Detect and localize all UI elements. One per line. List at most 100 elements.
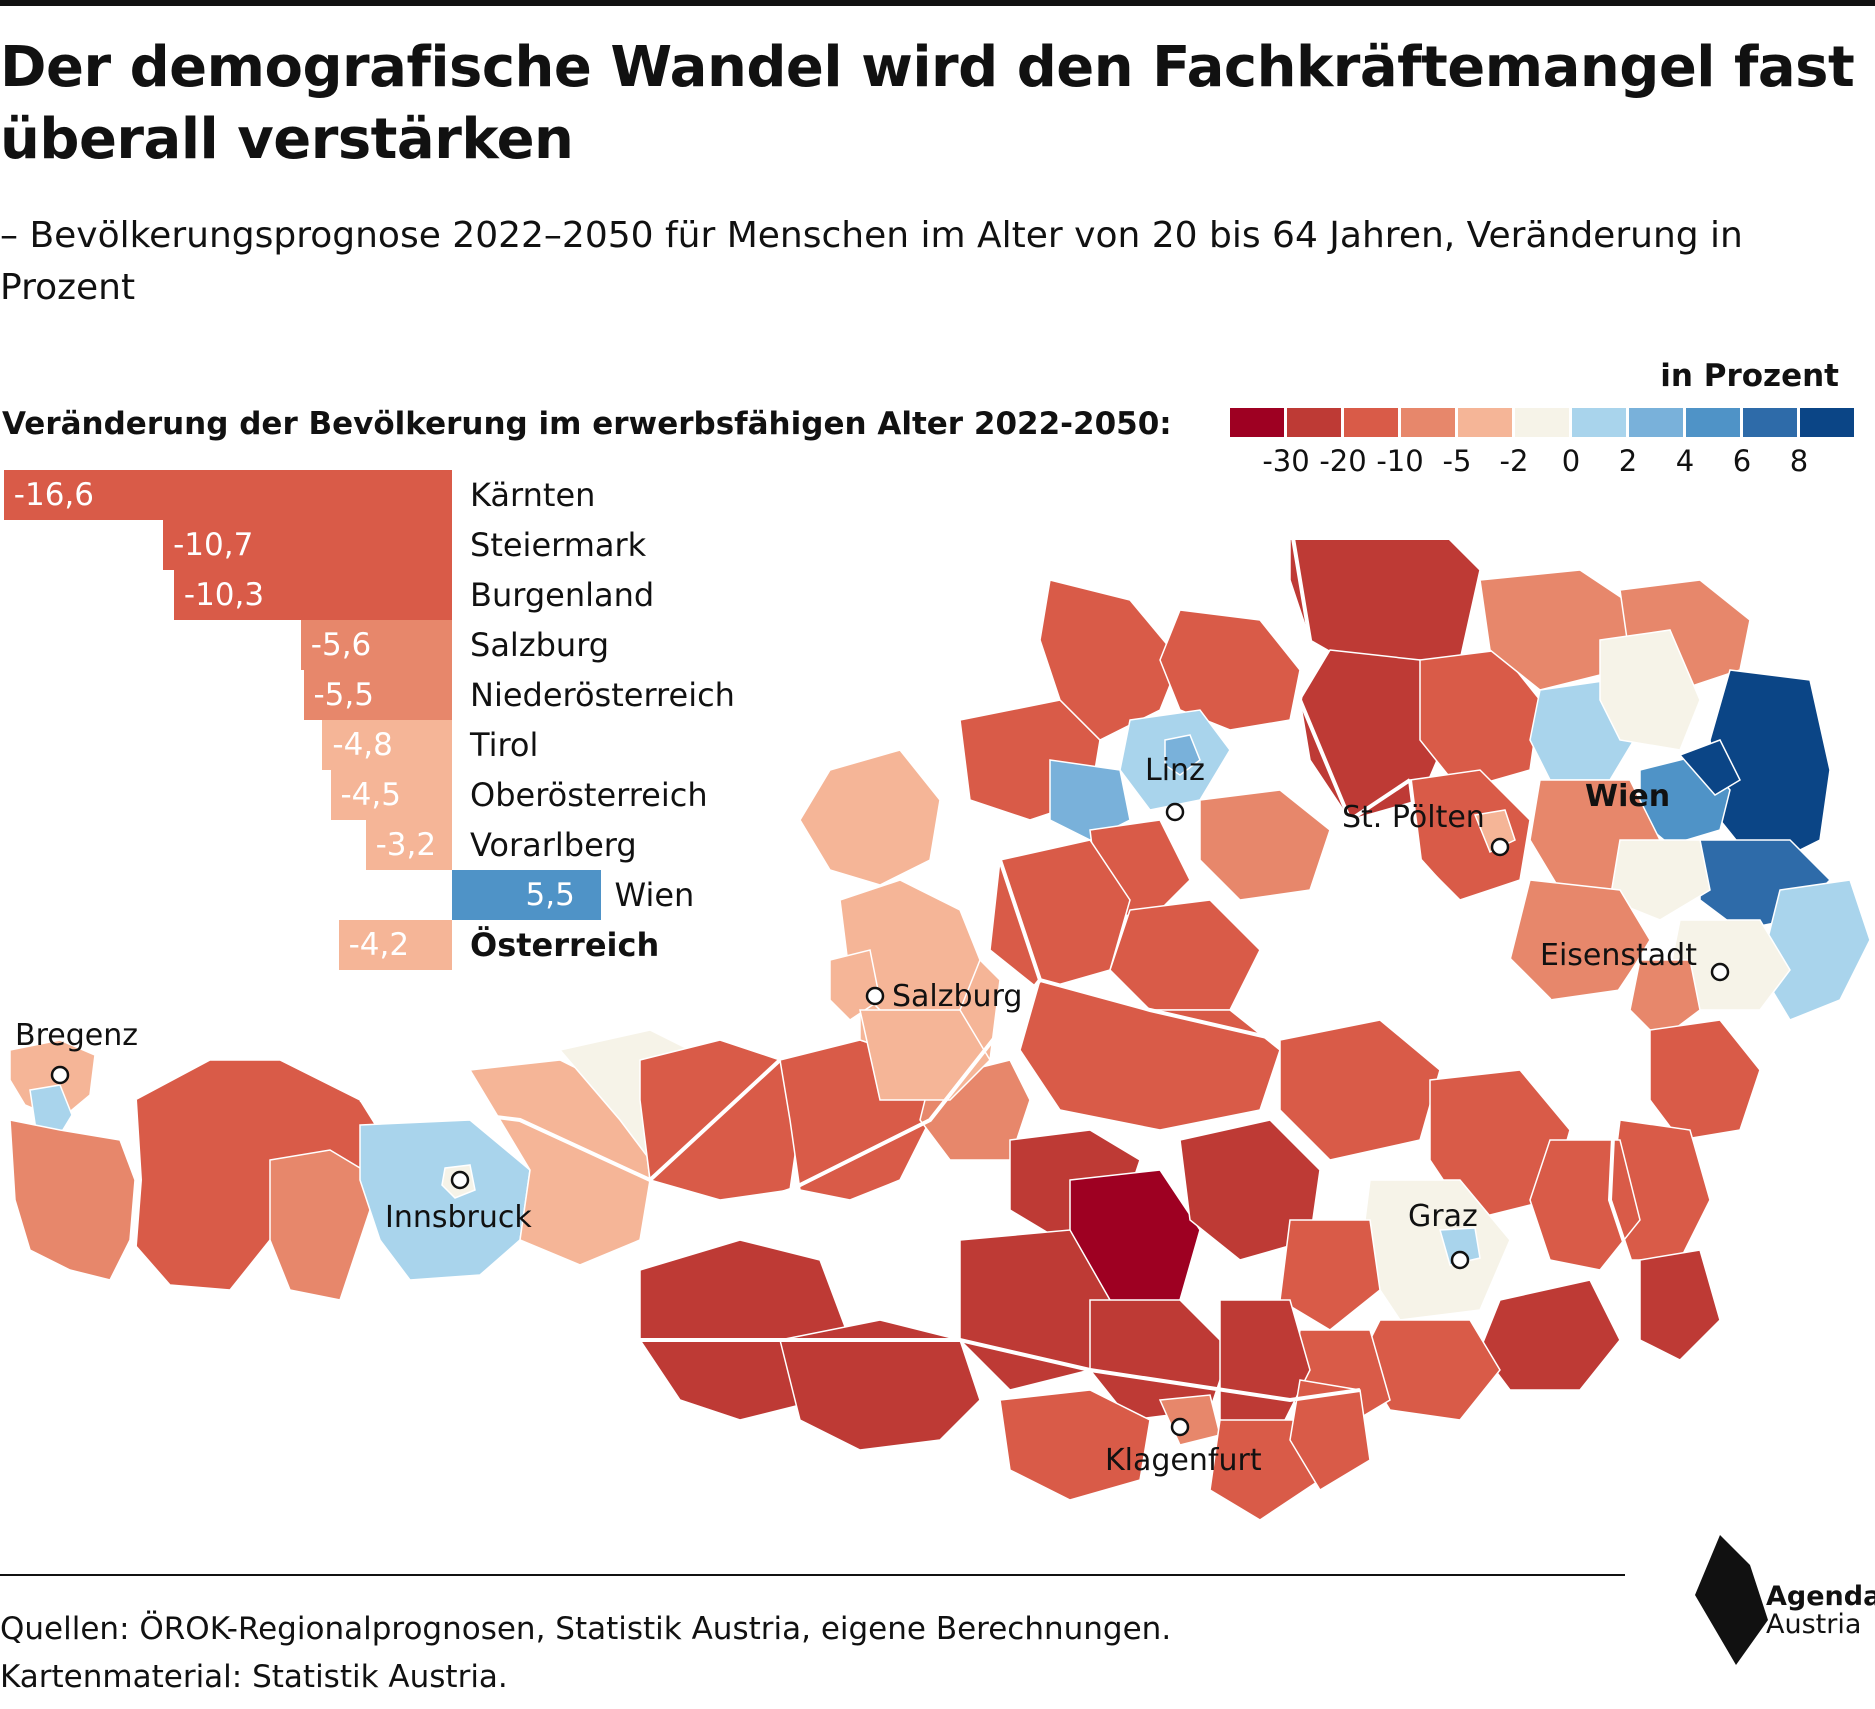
region-muehlviertel: [1159, 609, 1301, 731]
city-markers: Linz St. Pölten Wien Eisenstadt Salzburg Breg…: [15, 753, 1730, 1478]
source-line-1: Quellen: ÖROK-Regionalprognosen, Statist…: [0, 1611, 1172, 1647]
logo-line-1: Agenda: [1766, 1581, 1875, 1612]
region-guessing: [1639, 1249, 1721, 1361]
region-steyr: [1199, 789, 1331, 901]
bar-row: 5,5 Wien: [0, 870, 800, 920]
city-label: St. Pölten: [1342, 800, 1485, 835]
logo-text: Agenda Austria: [1766, 1583, 1875, 1639]
city-label: Linz: [1145, 753, 1205, 788]
region-wien-north: [1678, 739, 1741, 796]
bar: [173, 570, 452, 620]
city-label: Salzburg: [892, 979, 1022, 1014]
city-dot: [865, 986, 885, 1006]
region-salzburg-city: [799, 749, 941, 886]
legend-tick-labels: -30 -20 -10 -5 -2 0 2 4 6 8: [1230, 444, 1830, 484]
legend-bin-5: [1515, 408, 1569, 437]
region-salzburg-west-b: [859, 1009, 991, 1101]
region-hartberg: [1529, 1139, 1641, 1271]
bar-value-label: -3,2: [375, 827, 437, 863]
bar: [163, 520, 452, 570]
bar-value-label: -4,5: [340, 777, 402, 813]
bar-value-label: -10,3: [183, 577, 265, 613]
region-hermagor: [779, 1319, 981, 1451]
legend-bin-6: [1572, 408, 1626, 437]
legend-title: Veränderung der Bevölkerung im erwerbsfä…: [2, 406, 1172, 442]
bar: [322, 720, 452, 770]
bar-category-label: Tirol: [470, 726, 539, 764]
bar-value-label: 5,5: [525, 877, 575, 913]
bar: [3, 470, 452, 520]
logo-mark: [1695, 1535, 1768, 1665]
bar-row: -4,2 Österreich: [0, 920, 800, 970]
city-label: Klagenfurt: [1105, 1443, 1262, 1478]
state-borders: [128, 540, 1642, 1403]
legend-bin-2: [1344, 408, 1398, 437]
bar-value-label: -5,6: [310, 627, 372, 663]
city-dot: [1490, 837, 1510, 857]
bar-value-label: -5,5: [313, 677, 375, 713]
bar-row: -4,8 Tirol: [0, 720, 800, 770]
city-dot: [1450, 1250, 1470, 1270]
legend-bin-7: [1629, 408, 1683, 437]
bar-row: -10,7 Steiermark: [0, 520, 800, 570]
city-label: Innsbruck: [385, 1200, 532, 1235]
legend-tick-label: -5: [1442, 444, 1472, 478]
region-oberpullendorf: [1649, 1019, 1761, 1141]
source-line-2: Kartenmaterial: Statistik Austria.: [0, 1659, 508, 1695]
legend-tick-label: 0: [1561, 444, 1581, 478]
logo-line-2: Austria: [1766, 1609, 1862, 1640]
legend-tick-label: 2: [1618, 444, 1638, 478]
chart-title: Der demografische Wandel wird den Fachkr…: [0, 35, 1855, 172]
bar-value-label: -4,8: [332, 727, 393, 763]
legend-tick-label: -2: [1499, 444, 1529, 478]
austria-district-map: Linz St. Pölten Wien Eisenstadt Salzburg Breg…: [9, 540, 1871, 1521]
bar-category-label: Steiermark: [470, 526, 647, 564]
city-label: Eisenstadt: [1540, 938, 1697, 973]
bar-row: -5,5 Niederösterreich: [0, 670, 800, 720]
legend-tick-label: -20: [1319, 444, 1367, 478]
region-innsbruck-land: [359, 1119, 531, 1281]
region-tirol-mid: [269, 1149, 381, 1301]
bar: [338, 920, 452, 970]
map-regions: [9, 540, 1871, 1521]
bar-category-label: Wien: [614, 876, 695, 914]
legend-tick-label: -10: [1376, 444, 1424, 478]
chart-subtitle: – Bevölkerungsprognose 2022–2050 für Men…: [0, 215, 1743, 308]
bar-row: -3,2 Vorarlberg: [0, 820, 800, 870]
bar: [330, 770, 452, 820]
region-wolfsberg: [1289, 1379, 1371, 1492]
bar-category-label: Kärnten: [470, 476, 596, 514]
bar-row: -16,6 Kärnten: [0, 470, 800, 520]
legend-tick-label: 4: [1675, 444, 1695, 478]
bar-category-label: Salzburg: [470, 626, 610, 664]
region-graz-city: [1439, 1227, 1481, 1266]
bar: [300, 620, 452, 670]
bar-value-label: -10,7: [173, 527, 254, 563]
bar-row: -5,6 Salzburg: [0, 620, 800, 670]
city-dot: [1170, 1417, 1190, 1437]
bar-value-label: -4,2: [348, 927, 410, 963]
legend-bin-0: [1230, 408, 1284, 437]
legend-bin-3: [1401, 408, 1455, 437]
region-klagenfurt-land: [999, 1389, 1151, 1501]
region-klagenfurt-city: [1158, 1394, 1221, 1446]
bar-category-label: Niederösterreich: [470, 676, 735, 714]
legend-bin-10: [1800, 408, 1854, 437]
bar: [303, 670, 452, 720]
bar: [452, 870, 601, 920]
agenda-austria-logo: [1695, 1535, 1768, 1665]
bottom-rule: [0, 1574, 1625, 1576]
bar-value-label: -16,6: [13, 477, 95, 513]
region-bruck-muerz: [1279, 1019, 1441, 1161]
city-dot: [50, 1065, 70, 1085]
bar-row: -10,3 Burgenland: [0, 570, 800, 620]
bar-category-label: Burgenland: [470, 576, 655, 614]
bar-category-label: Oberösterreich: [470, 776, 708, 814]
city-label: Graz: [1408, 1199, 1478, 1234]
region-linz-city: [1164, 734, 1201, 776]
region-kirchdorf: [1109, 899, 1261, 1011]
city-label: Bregenz: [15, 1018, 138, 1053]
city-dot: [450, 1170, 470, 1190]
city-dot: [1710, 962, 1730, 982]
legend-bin-8: [1686, 408, 1740, 437]
